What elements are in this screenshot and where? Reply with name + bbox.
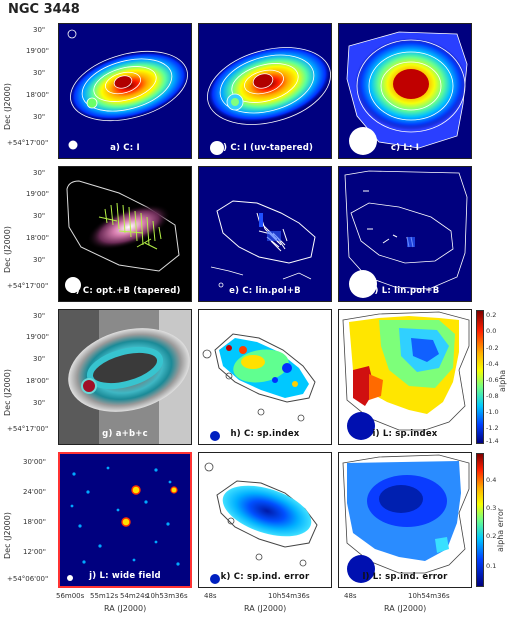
cbar-tick: -0.2 <box>486 344 499 352</box>
cbar-tick: 0.3 <box>486 504 497 512</box>
ytick: 24'00" <box>23 488 46 496</box>
xtick: 54m24s <box>120 592 149 600</box>
alpha-colorbar <box>476 310 484 444</box>
polarization-map <box>210 200 316 288</box>
ytick: +54°17'00" <box>7 425 49 433</box>
panel-label: e) C: lin.pol+B <box>229 286 301 296</box>
panel-k-c-spectral-index-error: k) C: sp.ind. error <box>198 452 332 588</box>
panel-j-l-wide-field: j) L: wide field <box>58 452 192 588</box>
ytick: 19'00" <box>26 190 49 198</box>
y-axis-label: Dec (J2000) <box>3 83 12 130</box>
ytick: 18'00" <box>26 91 49 99</box>
xtick: 56m00s <box>56 592 85 600</box>
y-axis-label: Dec (J2000) <box>3 226 12 273</box>
cbar-tick: 0.2 <box>486 532 497 540</box>
y-axis-label: Dec (J2000) <box>3 369 12 416</box>
ytick: 18'00" <box>26 234 49 242</box>
spectral-index-map <box>202 333 316 441</box>
panel-label: k) C: sp.ind. error <box>220 572 310 582</box>
ytick: 30" <box>33 26 46 34</box>
ytick: 18'00" <box>26 377 49 385</box>
cbar-tick: -0.6 <box>486 376 499 384</box>
intensity-map <box>346 31 468 155</box>
panel-g-composite: g) a+b+c <box>58 309 192 445</box>
xtick: 48s <box>344 592 357 600</box>
spectral-index-error-map <box>342 454 470 583</box>
xtick: 10h54m36s <box>268 592 310 600</box>
cbar-tick: -0.8 <box>486 392 499 400</box>
panel-label: g) a+b+c <box>102 429 148 439</box>
alpha-colorbar-label: alpha <box>498 369 507 392</box>
ytick: 30" <box>33 69 46 77</box>
cbar-tick: -1.4 <box>486 437 499 445</box>
ytick: 30" <box>33 256 46 264</box>
ytick: 12'00" <box>23 548 46 556</box>
ytick: +54°06'00" <box>7 575 49 583</box>
cbar-tick: 0.1 <box>486 562 497 570</box>
figure-title: NGC 3448 <box>8 2 80 17</box>
panel-e-c-linpol-b: e) C: lin.pol+B <box>198 166 332 302</box>
panel-f-l-linpol-b: f) L: lin.pol+B <box>338 166 472 302</box>
panel-a-c-intensity: a) C: I <box>58 23 192 159</box>
x-axis-label: RA (J2000) <box>384 604 427 613</box>
x-axis-label: RA (J2000) <box>104 604 147 613</box>
ytick: 19'00" <box>26 47 49 55</box>
panel-label: j) L: wide field <box>89 571 161 581</box>
cbar-tick: -0.4 <box>486 360 499 368</box>
panel-label: i) L: sp.index <box>372 429 438 439</box>
ytick: 19'00" <box>26 333 49 341</box>
panel-h-c-spectral-index: h) C: sp.index <box>198 309 332 445</box>
xtick: 48s <box>204 592 217 600</box>
ytick: +54°17'00" <box>7 282 49 290</box>
panel-label: h) C: sp.index <box>230 429 300 439</box>
xtick: 10h53m36s <box>146 592 188 600</box>
ytick: 30'00" <box>23 458 46 466</box>
panel-label: f) L: lin.pol+B <box>370 286 440 296</box>
panel-label: c) L: I <box>390 143 420 153</box>
y-axis-label: Dec (J2000) <box>3 512 12 559</box>
panel-c-l-intensity: c) L: I <box>338 23 472 159</box>
ytick: +54°17'00" <box>7 139 49 147</box>
panel-b-c-intensity-tapered: b) C: I (uv-tapered) <box>198 23 332 159</box>
cbar-tick: 0.2 <box>486 311 497 319</box>
intensity-map <box>67 29 190 150</box>
panel-d-c-optical-b-tapered: d) C: opt.+B (tapered) <box>58 166 192 302</box>
x-axis-label: RA (J2000) <box>244 604 287 613</box>
optical-polarization-map <box>65 180 180 293</box>
cbar-tick: -1.2 <box>486 424 499 432</box>
alpha-error-colorbar <box>476 453 484 587</box>
spectral-index-error-map <box>204 462 318 584</box>
cbar-tick: 0.4 <box>486 476 497 484</box>
panel-label: b) C: I (uv-tapered) <box>216 143 314 153</box>
panel-label: d) C: opt.+B (tapered) <box>69 286 181 296</box>
xtick: 10h54m36s <box>408 592 450 600</box>
spectral-index-map <box>342 311 470 440</box>
alpha-error-colorbar-label: alpha error <box>496 507 505 552</box>
xtick: 55m12s <box>90 592 119 600</box>
wide-field-map <box>67 466 180 581</box>
panel-label: a) C: I <box>110 143 140 153</box>
ytick: 30" <box>33 312 46 320</box>
ytick: 18'00" <box>23 518 46 526</box>
polarization-map <box>344 170 468 298</box>
composite-image <box>59 310 191 444</box>
ytick: 30" <box>33 355 46 363</box>
ytick: 30" <box>33 113 46 121</box>
ytick: 30" <box>33 169 46 177</box>
panel-i-l-spectral-index: i) L: sp.index <box>338 309 472 445</box>
ytick: 30" <box>33 399 46 407</box>
ytick: 30" <box>33 212 46 220</box>
intensity-map <box>206 45 331 155</box>
panel-l-l-spectral-index-error: l) L: sp.ind. error <box>338 452 472 588</box>
cbar-tick: 0.0 <box>486 327 497 335</box>
panel-label: l) L: sp.ind. error <box>362 572 448 582</box>
cbar-tick: -1.0 <box>486 408 499 416</box>
